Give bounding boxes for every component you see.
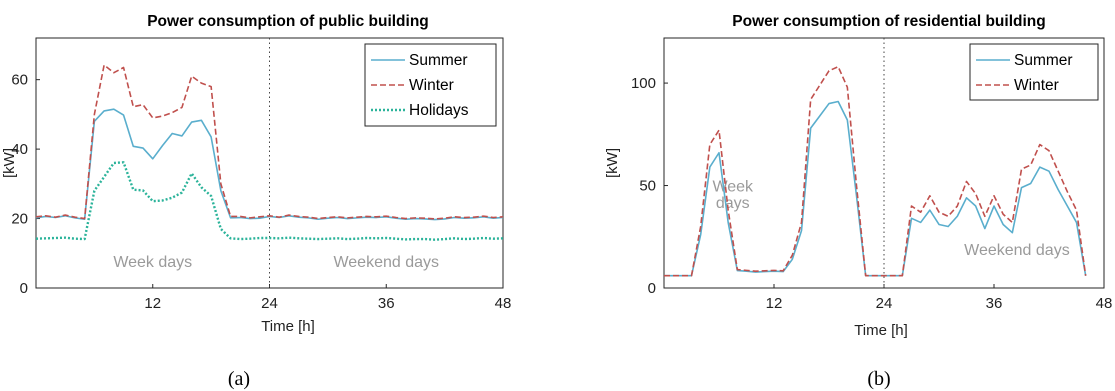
y-axis-label: [kW]: [604, 148, 621, 178]
legend-label-holidays: Holidays: [409, 102, 469, 119]
x-tick-label: 36: [378, 295, 395, 312]
y-tick-label: 60: [11, 72, 28, 89]
x-tick-label: 48: [495, 295, 512, 312]
x-tick-label: 24: [876, 295, 893, 312]
y-tick-label: 0: [20, 280, 28, 297]
annotation-label: Week days: [113, 254, 192, 271]
legend: Summer Winter Holidays: [364, 43, 497, 127]
annotation-label: Week: [712, 179, 754, 196]
y-tick-label: 40: [11, 141, 28, 158]
legend: Summer Winter: [969, 43, 1099, 101]
y-tick-label: 100: [631, 75, 656, 92]
x-axis-label: Time [h]: [261, 318, 315, 335]
x-tick-label: 24: [261, 295, 278, 312]
series-line-winter: [664, 65, 1087, 277]
legend-label-winter: Winter: [409, 77, 454, 94]
chart-title-residential: Power consumption of residential buildin…: [732, 13, 1045, 30]
legend-label-summer: Summer: [1014, 52, 1073, 69]
y-tick-label: 50: [639, 178, 656, 195]
annotation-label: Weekend days: [964, 242, 1070, 259]
annotation-label: Weekend days: [333, 254, 439, 271]
x-tick-label: 12: [766, 295, 783, 312]
x-tick-label: 12: [144, 295, 161, 312]
y-tick-label: 0: [648, 280, 656, 297]
x-tick-label: 36: [986, 295, 1003, 312]
chart-public-building: Power consumption of public building 0 20…: [1, 13, 511, 390]
chart-residential-building: Power consumption of residential buildin…: [604, 13, 1112, 390]
legend-label-winter: Winter: [1014, 77, 1059, 94]
x-tick-label: 48: [1096, 295, 1113, 312]
series-line-holidays: [35, 161, 504, 241]
caption-b: (b): [867, 368, 890, 390]
y-tick-label: 20: [11, 211, 28, 228]
chart-title-public: Power consumption of public building: [147, 13, 429, 30]
legend-label-summer: Summer: [409, 52, 468, 69]
legend-box: [364, 43, 497, 127]
legend-box: [969, 43, 1099, 101]
y-axis-label: [kW]: [1, 148, 18, 178]
x-axis-label: Time [h]: [854, 322, 908, 339]
series-line-winter: [35, 64, 504, 220]
annotation-label: days: [716, 195, 750, 212]
caption-a: (a): [228, 368, 250, 390]
